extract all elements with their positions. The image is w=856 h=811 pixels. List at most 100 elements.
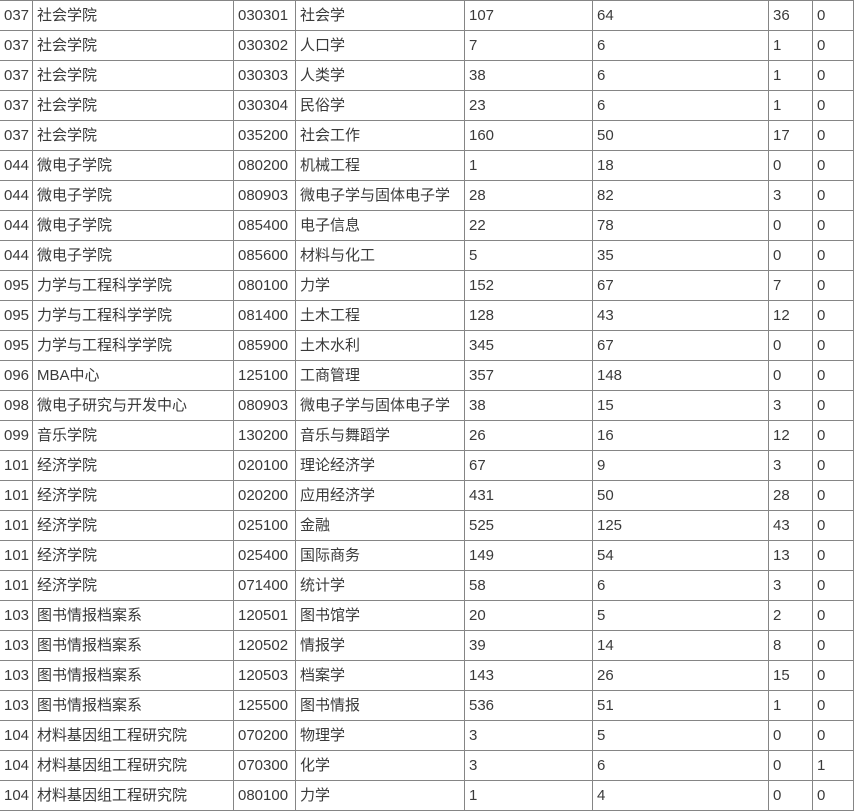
cell-count-3: 3 (768, 390, 813, 421)
cell-dept-code: 103 (0, 600, 33, 631)
cell-major-code: 130200 (233, 420, 296, 451)
cell-major-name: 机械工程 (295, 150, 465, 181)
cell-count-2: 67 (592, 330, 769, 361)
cell-dept-code: 037 (0, 60, 33, 91)
cell-major-code: 081400 (233, 300, 296, 331)
cell-count-2: 9 (592, 450, 769, 481)
cell-dept-code: 037 (0, 120, 33, 151)
table-row: 098 微电子研究与开发中心 080903 微电子学与固体电子学 38 15 3 0 (0, 390, 854, 421)
cell-count-3: 0 (768, 330, 813, 361)
cell-dept-name: MBA中心 (32, 360, 234, 391)
cell-count-2: 6 (592, 90, 769, 121)
cell-dept-code: 103 (0, 690, 33, 721)
table-row: 101 经济学院 020100 理论经济学 67 9 3 0 (0, 450, 854, 481)
cell-dept-name: 微电子学院 (32, 240, 234, 271)
cell-dept-code: 101 (0, 510, 33, 541)
cell-count-3: 12 (768, 300, 813, 331)
cell-count-4: 0 (812, 180, 854, 211)
cell-major-name: 微电子学与固体电子学 (295, 180, 465, 211)
cell-dept-code: 044 (0, 150, 33, 181)
cell-dept-code: 037 (0, 30, 33, 61)
cell-count-4: 0 (812, 480, 854, 511)
cell-count-3: 0 (768, 240, 813, 271)
table-row: 104 材料基因组工程研究院 080100 力学 1 4 0 0 (0, 780, 854, 811)
cell-major-code: 125100 (233, 360, 296, 391)
cell-count-3: 0 (768, 750, 813, 781)
cell-dept-name: 微电子学院 (32, 150, 234, 181)
cell-major-code: 080903 (233, 390, 296, 421)
cell-major-name: 土木水利 (295, 330, 465, 361)
cell-major-name: 微电子学与固体电子学 (295, 390, 465, 421)
table-row: 037 社会学院 030304 民俗学 23 6 1 0 (0, 90, 854, 121)
cell-count-4: 0 (812, 360, 854, 391)
cell-major-code: 120503 (233, 660, 296, 691)
cell-count-3: 3 (768, 180, 813, 211)
cell-count-1: 525 (464, 510, 593, 541)
cell-major-code: 080100 (233, 270, 296, 301)
cell-major-code: 030303 (233, 60, 296, 91)
cell-count-2: 6 (592, 30, 769, 61)
cell-dept-code: 103 (0, 630, 33, 661)
cell-count-2: 50 (592, 480, 769, 511)
cell-count-2: 5 (592, 720, 769, 751)
cell-dept-code: 104 (0, 780, 33, 811)
cell-count-4: 0 (812, 0, 854, 31)
table-row: 101 经济学院 025400 国际商务 149 54 13 0 (0, 540, 854, 571)
cell-major-code: 030302 (233, 30, 296, 61)
cell-major-code: 071400 (233, 570, 296, 601)
cell-count-3: 12 (768, 420, 813, 451)
cell-major-name: 力学 (295, 270, 465, 301)
cell-major-name: 土木工程 (295, 300, 465, 331)
cell-major-name: 材料与化工 (295, 240, 465, 271)
table-row: 101 经济学院 071400 统计学 58 6 3 0 (0, 570, 854, 601)
cell-dept-name: 音乐学院 (32, 420, 234, 451)
cell-count-3: 36 (768, 0, 813, 31)
cell-dept-code: 044 (0, 210, 33, 241)
cell-count-2: 15 (592, 390, 769, 421)
cell-count-4: 0 (812, 330, 854, 361)
cell-count-2: 6 (592, 570, 769, 601)
cell-count-3: 3 (768, 450, 813, 481)
cell-count-4: 0 (812, 30, 854, 61)
cell-major-name: 工商管理 (295, 360, 465, 391)
cell-dept-name: 力学与工程科学学院 (32, 330, 234, 361)
cell-count-1: 23 (464, 90, 593, 121)
cell-count-1: 39 (464, 630, 593, 661)
cell-dept-name: 社会学院 (32, 0, 234, 31)
cell-count-3: 0 (768, 780, 813, 811)
cell-major-name: 金融 (295, 510, 465, 541)
table-row: 104 材料基因组工程研究院 070300 化学 3 6 0 1 (0, 750, 854, 781)
cell-count-4: 0 (812, 600, 854, 631)
cell-major-name: 音乐与舞蹈学 (295, 420, 465, 451)
cell-count-3: 3 (768, 570, 813, 601)
cell-count-1: 107 (464, 0, 593, 31)
cell-count-1: 1 (464, 780, 593, 811)
cell-count-4: 0 (812, 450, 854, 481)
cell-major-code: 125500 (233, 690, 296, 721)
cell-count-2: 51 (592, 690, 769, 721)
cell-major-code: 085600 (233, 240, 296, 271)
cell-major-code: 085900 (233, 330, 296, 361)
cell-dept-code: 037 (0, 90, 33, 121)
table-row: 095 力学与工程科学学院 081400 土木工程 128 43 12 0 (0, 300, 854, 331)
cell-major-code: 080100 (233, 780, 296, 811)
cell-count-1: 345 (464, 330, 593, 361)
cell-count-1: 149 (464, 540, 593, 571)
cell-count-1: 7 (464, 30, 593, 61)
table-row: 096 MBA中心 125100 工商管理 357 148 0 0 (0, 360, 854, 391)
cell-major-name: 应用经济学 (295, 480, 465, 511)
cell-dept-name: 材料基因组工程研究院 (32, 720, 234, 751)
cell-dept-code: 095 (0, 270, 33, 301)
cell-major-name: 化学 (295, 750, 465, 781)
cell-major-code: 080200 (233, 150, 296, 181)
cell-count-2: 64 (592, 0, 769, 31)
cell-count-2: 50 (592, 120, 769, 151)
cell-major-name: 社会学 (295, 0, 465, 31)
cell-count-2: 16 (592, 420, 769, 451)
cell-major-name: 档案学 (295, 660, 465, 691)
cell-count-4: 0 (812, 120, 854, 151)
cell-dept-name: 经济学院 (32, 450, 234, 481)
table-row: 103 图书情报档案系 120503 档案学 143 26 15 0 (0, 660, 854, 691)
cell-count-4: 0 (812, 720, 854, 751)
cell-dept-code: 044 (0, 240, 33, 271)
